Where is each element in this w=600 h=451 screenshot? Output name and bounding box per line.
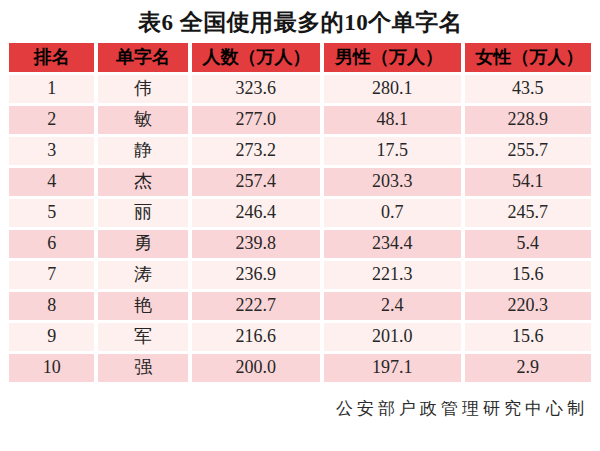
table-row: 1 伟 323.6 280.1 43.5 <box>9 75 591 103</box>
cell-male: 203.3 <box>324 168 460 196</box>
cell-total: 200.0 <box>192 354 320 382</box>
table-row: 4 杰 257.4 203.3 54.1 <box>9 168 591 196</box>
table-row: 9 军 216.6 201.0 15.6 <box>9 323 591 351</box>
cell-total: 216.6 <box>192 323 320 351</box>
cell-female: 15.6 <box>465 261 591 289</box>
cell-total: 222.7 <box>192 292 320 320</box>
table-row: 8 艳 222.7 2.4 220.3 <box>9 292 591 320</box>
cell-name: 军 <box>98 323 187 351</box>
cell-female: 43.5 <box>465 75 591 103</box>
cell-female: 255.7 <box>465 137 591 165</box>
cell-female: 245.7 <box>465 199 591 227</box>
cell-female: 228.9 <box>465 106 591 134</box>
cell-male: 280.1 <box>324 75 460 103</box>
table-body: 1 伟 323.6 280.1 43.5 2 敏 277.0 48.1 228.… <box>9 75 591 382</box>
cell-rank: 7 <box>9 261 94 289</box>
table-row: 2 敏 277.0 48.1 228.9 <box>9 106 591 134</box>
cell-total: 273.2 <box>192 137 320 165</box>
cell-name: 强 <box>98 354 187 382</box>
table-row: 5 丽 246.4 0.7 245.7 <box>9 199 591 227</box>
header-row: 排名 单字名 人数（万人） 男性（万人） 女性（万人） <box>9 43 591 72</box>
cell-rank: 3 <box>9 137 94 165</box>
cell-total: 236.9 <box>192 261 320 289</box>
cell-male: 197.1 <box>324 354 460 382</box>
header-male: 男性（万人） <box>324 43 460 72</box>
header-female: 女性（万人） <box>465 43 591 72</box>
cell-name: 艳 <box>98 292 187 320</box>
cell-total: 239.8 <box>192 230 320 258</box>
cell-name: 勇 <box>98 230 187 258</box>
cell-rank: 2 <box>9 106 94 134</box>
cell-rank: 4 <box>9 168 94 196</box>
cell-female: 220.3 <box>465 292 591 320</box>
cell-rank: 8 <box>9 292 94 320</box>
table-row: 10 强 200.0 197.1 2.9 <box>9 354 591 382</box>
table-header: 排名 单字名 人数（万人） 男性（万人） 女性（万人） <box>9 43 591 72</box>
header-rank: 排名 <box>9 43 94 72</box>
cell-rank: 1 <box>9 75 94 103</box>
cell-total: 323.6 <box>192 75 320 103</box>
cell-rank: 6 <box>9 230 94 258</box>
cell-male: 201.0 <box>324 323 460 351</box>
cell-female: 2.9 <box>465 354 591 382</box>
cell-name: 丽 <box>98 199 187 227</box>
cell-male: 234.4 <box>324 230 460 258</box>
cell-name: 伟 <box>98 75 187 103</box>
page: 表6 全国使用最多的10个单字名 排名 单字名 人数（万人） 男性（万人） 女性… <box>0 0 600 451</box>
cell-total: 257.4 <box>192 168 320 196</box>
cell-name: 静 <box>98 137 187 165</box>
cell-male: 0.7 <box>324 199 460 227</box>
table-title: 表6 全国使用最多的10个单字名 <box>0 0 600 37</box>
cell-male: 48.1 <box>324 106 460 134</box>
cell-name: 涛 <box>98 261 187 289</box>
table-row: 7 涛 236.9 221.3 15.6 <box>9 261 591 289</box>
cell-male: 17.5 <box>324 137 460 165</box>
cell-total: 277.0 <box>192 106 320 134</box>
cell-female: 54.1 <box>465 168 591 196</box>
cell-rank: 5 <box>9 199 94 227</box>
cell-rank: 10 <box>9 354 94 382</box>
cell-rank: 9 <box>9 323 94 351</box>
names-stat-table: 排名 单字名 人数（万人） 男性（万人） 女性（万人） 1 伟 323.6 28… <box>5 40 595 385</box>
source-attribution: 公安部户政管理研究中心制 <box>0 385 600 420</box>
cell-total: 246.4 <box>192 199 320 227</box>
cell-male: 221.3 <box>324 261 460 289</box>
cell-female: 5.4 <box>465 230 591 258</box>
table-row: 6 勇 239.8 234.4 5.4 <box>9 230 591 258</box>
cell-name: 敏 <box>98 106 187 134</box>
header-name: 单字名 <box>98 43 187 72</box>
cell-male: 2.4 <box>324 292 460 320</box>
cell-female: 15.6 <box>465 323 591 351</box>
table-row: 3 静 273.2 17.5 255.7 <box>9 137 591 165</box>
cell-name: 杰 <box>98 168 187 196</box>
header-total: 人数（万人） <box>192 43 320 72</box>
